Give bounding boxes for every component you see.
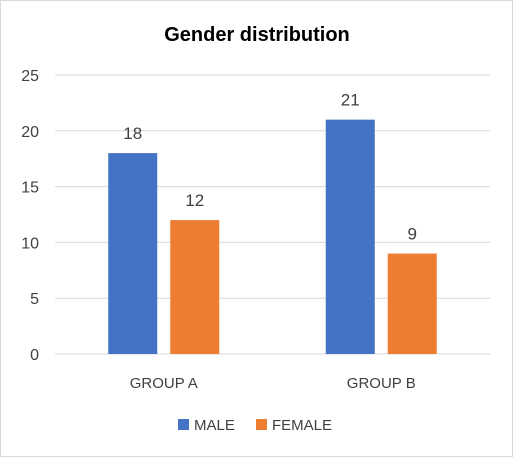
data-label: 21 [341,91,360,110]
bar-female-group-a [170,220,220,354]
y-tick-label: 15 [21,180,39,197]
x-category-label: GROUP A [130,375,198,392]
data-labels: 18 12 21 9 [123,91,417,244]
y-tick-label: 5 [30,291,39,308]
legend-swatch-female [256,419,267,430]
x-category-label: GROUP B [347,375,416,392]
y-tick-label: 0 [30,347,39,364]
y-axis-ticks: 0 5 10 15 20 25 [21,68,39,364]
data-label: 18 [123,124,142,143]
data-label: 9 [408,225,417,244]
bars [108,119,437,354]
legend: MALE FEMALE [178,417,332,434]
data-label: 12 [185,191,204,210]
x-axis-categories: GROUP A GROUP B [130,375,416,392]
legend-label-female: FEMALE [272,417,332,434]
bar-male-group-a [108,153,158,354]
bar-female-group-b [387,253,437,354]
legend-label-male: MALE [194,417,235,434]
bar-male-group-b [325,119,375,354]
chart-title: Gender distribution [164,24,350,46]
legend-swatch-male [178,419,189,430]
y-tick-label: 10 [21,235,39,252]
y-tick-label: 20 [21,124,39,141]
y-tick-label: 25 [21,68,39,85]
